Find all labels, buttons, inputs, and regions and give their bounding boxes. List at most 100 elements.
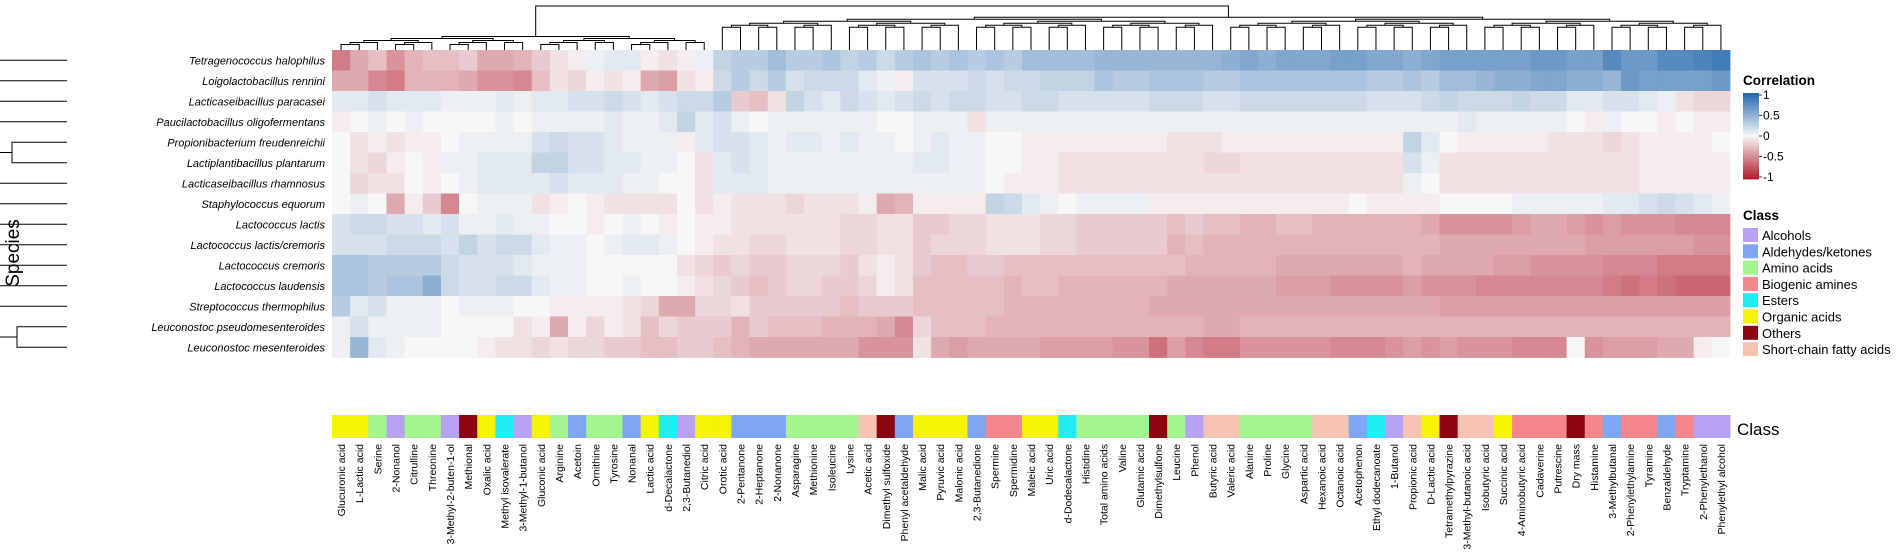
class-legend-label: Amino acids <box>1762 261 1833 276</box>
heatmap-cells <box>332 50 1731 358</box>
heatmap-cell <box>695 50 714 71</box>
heatmap-cell <box>422 111 442 133</box>
class-cell <box>1312 415 1331 438</box>
heatmap-cell <box>1149 214 1168 235</box>
heatmap-cell <box>1257 91 1277 112</box>
heatmap-cell <box>1584 70 1604 92</box>
heatmap-cell <box>386 234 406 256</box>
heatmap-cell <box>822 255 841 276</box>
heatmap-cell <box>1221 91 1241 112</box>
heatmap-cell <box>912 50 932 71</box>
heatmap-cell <box>749 255 769 276</box>
heatmap-cell <box>640 152 660 174</box>
heatmap-cell <box>676 193 696 215</box>
heatmap-cell <box>640 50 660 71</box>
heatmap-cell <box>858 234 878 256</box>
heatmap-cell <box>1385 214 1404 235</box>
heatmap-cell <box>640 132 660 153</box>
heatmap-cell <box>1385 173 1404 194</box>
heatmap-cell <box>658 91 678 112</box>
heatmap-cell <box>1203 132 1223 153</box>
heatmap-cell <box>931 70 950 92</box>
heatmap-cell <box>549 193 569 215</box>
heatmap-cell <box>1257 132 1277 153</box>
heatmap-cell <box>1657 132 1676 153</box>
heatmap-cell <box>1639 91 1658 112</box>
heatmap-cell <box>1239 193 1259 215</box>
row-dendro-branch <box>11 141 67 164</box>
col-dendro-branch <box>1684 26 1704 50</box>
heatmap-cell <box>1657 70 1676 92</box>
heatmap-cell <box>1330 296 1350 317</box>
heatmap-cell <box>1493 214 1513 235</box>
heatmap-cell <box>749 234 769 256</box>
heatmap-cell <box>1366 111 1386 133</box>
heatmap-cell <box>1312 111 1331 133</box>
heatmap-cell <box>658 316 678 338</box>
heatmap-cell <box>459 234 478 256</box>
metabolite-label: 1-Butanol <box>1389 444 1401 489</box>
heatmap-cell <box>422 234 442 256</box>
heatmap-cell <box>513 275 533 297</box>
heatmap-cell <box>713 132 732 153</box>
heatmap-cell <box>1548 91 1567 112</box>
heatmap-cell <box>1675 50 1695 71</box>
heatmap-cell <box>1312 214 1331 235</box>
row-dendro-branch <box>0 152 67 184</box>
heatmap-cell <box>1112 337 1132 358</box>
heatmap-cell <box>1675 316 1695 338</box>
heatmap-cell <box>1040 173 1059 194</box>
heatmap-cell <box>658 255 678 276</box>
heatmap-cell <box>1185 50 1204 71</box>
heatmap-cell <box>1512 193 1531 215</box>
class-cell <box>640 415 660 438</box>
col-dendro-branch <box>1103 26 1123 50</box>
heatmap-cell <box>676 255 696 276</box>
heatmap-cell <box>1675 296 1695 317</box>
heatmap-cell <box>1040 214 1059 235</box>
metabolite-label: Butyric acid <box>1208 444 1220 498</box>
heatmap-cell <box>386 91 406 112</box>
class-cell <box>422 415 442 438</box>
heatmap-cell <box>1276 70 1295 92</box>
heatmap-cell <box>1566 193 1586 215</box>
heatmap-cell <box>1493 111 1513 133</box>
heatmap-cell <box>404 275 424 297</box>
heatmap-cell <box>404 91 424 112</box>
class-cell <box>949 415 968 438</box>
heatmap-cell <box>658 50 678 71</box>
heatmap-cell <box>1366 255 1386 276</box>
heatmap-cell <box>495 152 514 174</box>
heatmap-cell <box>767 173 787 194</box>
heatmap-cell <box>1366 193 1386 215</box>
heatmap-cell <box>368 152 387 174</box>
heatmap-cell <box>1675 234 1695 256</box>
heatmap-cell <box>1221 193 1241 215</box>
heatmap-cell <box>1621 152 1640 174</box>
heatmap-cell <box>767 214 787 235</box>
heatmap-cell <box>876 275 896 297</box>
heatmap-cell <box>949 91 968 112</box>
heatmap-cell <box>858 91 878 112</box>
heatmap-cell <box>713 70 732 92</box>
heatmap-cell <box>840 316 859 338</box>
heatmap-cell <box>804 214 823 235</box>
col-dendro-branch <box>976 26 996 50</box>
heatmap-cell <box>531 173 551 194</box>
metabolite-label: Tyramine <box>1643 444 1655 487</box>
heatmap-cell <box>477 152 496 174</box>
heatmap-cell <box>967 132 987 153</box>
heatmap-cell <box>1076 132 1095 153</box>
heatmap-cell <box>840 111 859 133</box>
heatmap-cell <box>1276 214 1295 235</box>
heatmap-cell <box>640 214 660 235</box>
col-dendro-branch <box>1139 26 1159 50</box>
heatmap-cell <box>1021 152 1041 174</box>
heatmap-cell <box>1021 70 1041 92</box>
heatmap-cell <box>1548 173 1567 194</box>
heatmap-cell <box>1021 214 1041 235</box>
heatmap-cell <box>332 173 351 194</box>
heatmap-cell <box>1094 91 1114 112</box>
